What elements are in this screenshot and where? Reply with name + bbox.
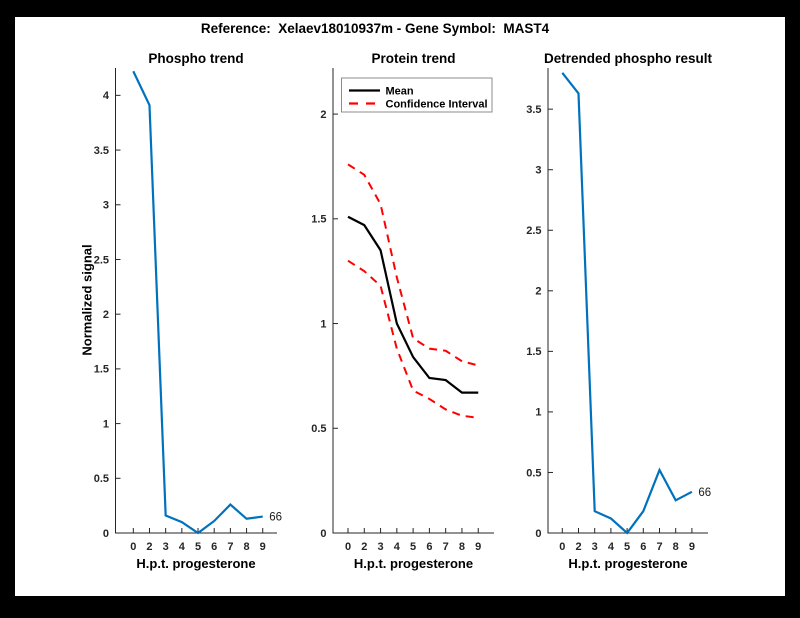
x-tick-label: 5 xyxy=(624,541,630,553)
x-tick-label: 3 xyxy=(592,541,598,553)
y-tick-label: 0 xyxy=(320,528,326,540)
x-tick-label: 6 xyxy=(426,541,432,553)
y-tick-label: 4 xyxy=(103,90,110,102)
y-tick-label: 3.5 xyxy=(526,104,541,116)
subplot-protein-title: Protein trend xyxy=(371,51,456,66)
yaxis-label: Normalized signal xyxy=(79,244,95,356)
subplot-detrended-title: Detrended phospho result xyxy=(543,51,713,66)
y-tick-label: 2.5 xyxy=(94,254,109,266)
x-tick-label: 8 xyxy=(243,541,249,553)
x-tick-label: 0 xyxy=(559,541,565,553)
axis-spines xyxy=(332,68,494,534)
y-tick-label: 1.5 xyxy=(311,214,326,226)
series-line xyxy=(347,163,479,367)
y-tick-label: 1.5 xyxy=(526,346,541,358)
end-annotation: 66 xyxy=(269,512,282,524)
subplot-1: 00.511.522.533.540 2 3 4 5 6 7 8 966 xyxy=(94,68,282,553)
xaxis-label-1: H.p.t. progesterone xyxy=(136,556,256,571)
y-tick-label: 0 xyxy=(103,528,109,540)
y-tick-label: 3 xyxy=(535,165,541,177)
x-tick-label: 0 xyxy=(345,541,351,553)
x-tick-label: 4 xyxy=(608,541,615,553)
x-tick-label: 4 xyxy=(179,541,186,553)
x-tick-label: 3 xyxy=(377,541,383,553)
figure-background xyxy=(15,17,785,596)
x-tick-label: 5 xyxy=(195,541,201,553)
y-tick-label: 1.5 xyxy=(94,364,109,376)
x-tick-label: 8 xyxy=(459,541,465,553)
y-tick-label: 1 xyxy=(320,318,326,330)
axis-spines xyxy=(115,68,277,534)
y-tick-label: 2.5 xyxy=(526,225,541,237)
y-tick-label: 0.5 xyxy=(526,467,541,479)
series-line xyxy=(347,215,479,394)
x-tick-label: 9 xyxy=(475,541,481,553)
end-annotation: 66 xyxy=(698,487,711,499)
series-line xyxy=(132,70,263,535)
x-tick-label: 0 xyxy=(130,541,136,553)
legend-label: Confidence Interval xyxy=(386,99,488,111)
x-tick-label: 7 xyxy=(227,541,233,553)
y-tick-label: 0 xyxy=(535,528,541,540)
subplot-phospho-title: Phospho trend xyxy=(148,51,244,66)
y-tick-label: 3 xyxy=(103,200,109,212)
x-tick-label: 7 xyxy=(656,541,662,553)
x-tick-label: 3 xyxy=(163,541,169,553)
xaxis-label-2: H.p.t. progesterone xyxy=(353,556,474,571)
y-tick-label: 2 xyxy=(320,109,326,121)
y-tick-label: 2 xyxy=(103,309,109,321)
legend-label: Mean xyxy=(386,86,414,98)
y-tick-label: 0.5 xyxy=(94,473,109,485)
y-tick-label: 2 xyxy=(535,286,541,298)
y-tick-label: 1 xyxy=(535,407,541,419)
x-tick-label: 8 xyxy=(673,541,679,553)
legend-box xyxy=(341,77,493,113)
y-tick-label: 1 xyxy=(103,418,109,430)
xaxis-label-3: H.p.t. progesterone xyxy=(568,556,688,571)
x-tick-label: 9 xyxy=(260,541,266,553)
x-tick-label: 5 xyxy=(410,541,416,553)
series-line xyxy=(347,259,479,419)
axis-spines xyxy=(547,68,708,534)
x-tick-label: 6 xyxy=(640,541,646,553)
x-tick-label: 2 xyxy=(361,541,367,553)
x-tick-label: 7 xyxy=(443,541,449,553)
x-tick-label: 2 xyxy=(146,541,152,553)
subplot-3: 00.511.522.533.50 2 3 4 5 6 7 8 966 xyxy=(526,68,711,553)
x-tick-label: 6 xyxy=(211,541,217,553)
x-tick-label: 4 xyxy=(394,541,401,553)
x-tick-label: 9 xyxy=(689,541,695,553)
y-tick-label: 3.5 xyxy=(94,145,109,157)
x-tick-label: 2 xyxy=(575,541,581,553)
figure-suptitle: Reference: Xelaev18010937m - Gene Symbol… xyxy=(200,21,550,36)
y-tick-label: 0.5 xyxy=(311,423,326,435)
series-line xyxy=(561,72,693,535)
